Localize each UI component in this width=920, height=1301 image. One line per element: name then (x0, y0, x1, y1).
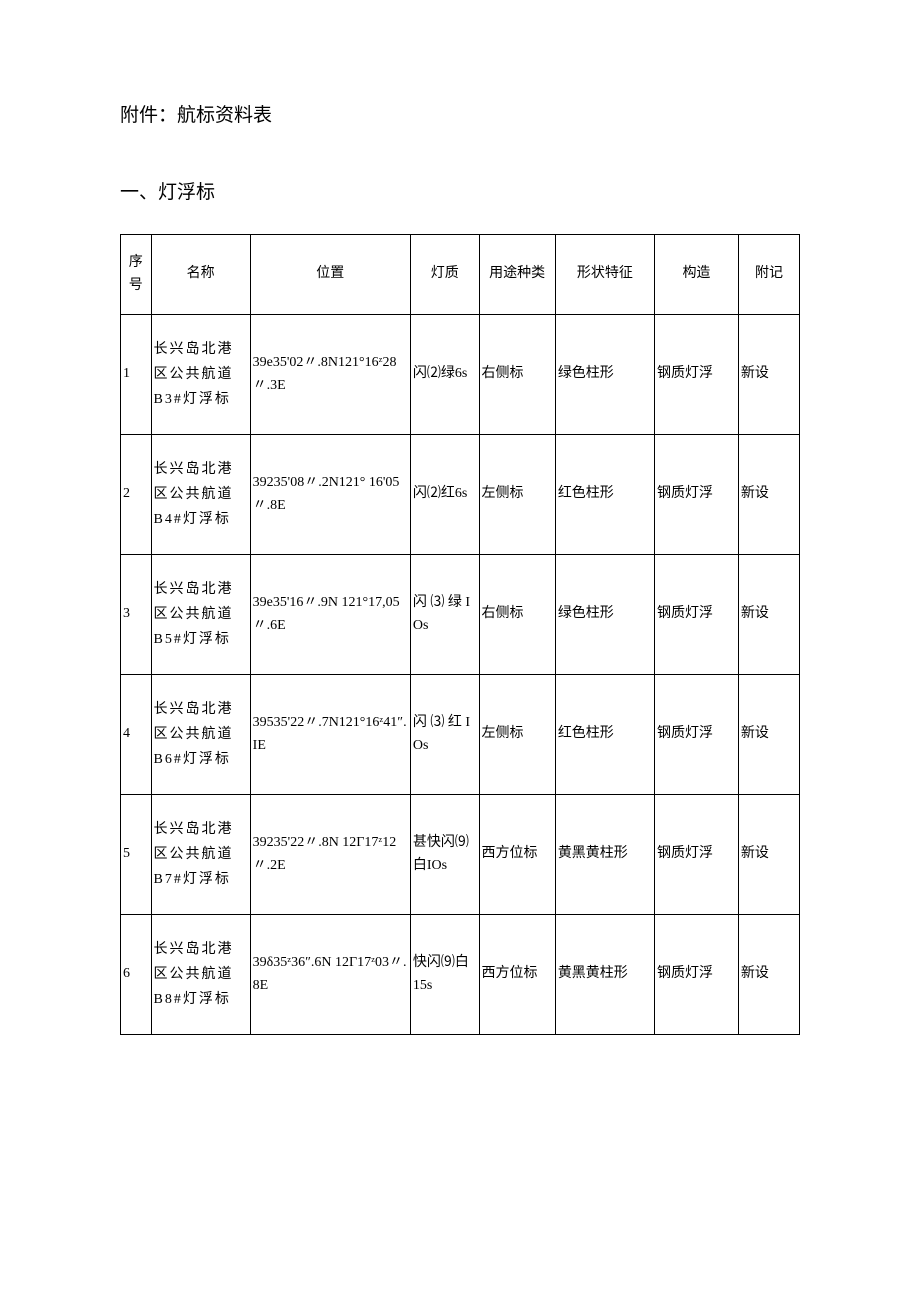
table-row: 1 长兴岛北港区公共航道 B3#灯浮标 39e35'02〃.8N121°16ᶻ2… (121, 315, 800, 435)
table-body: 1 长兴岛北港区公共航道 B3#灯浮标 39e35'02〃.8N121°16ᶻ2… (121, 315, 800, 1035)
cell-position: 39e35'16〃.9N 121°17,05〃.6E (250, 555, 410, 675)
table-header-row: 序号 名称 位置 灯质 用途种类 形状特征 构造 附记 (121, 235, 800, 315)
cell-structure: 钢质灯浮 (654, 795, 738, 915)
table-row: 2 长兴岛北港区公共航道 B4#灯浮标 39235'08〃.2N121° 16'… (121, 435, 800, 555)
cell-usage: 右侧标 (479, 315, 555, 435)
header-shape: 形状特征 (555, 235, 654, 315)
cell-note: 新设 (738, 435, 799, 555)
cell-position: 39e35'02〃.8N121°16ᶻ28〃.3E (250, 315, 410, 435)
header-usage: 用途种类 (479, 235, 555, 315)
header-name: 名称 (151, 235, 250, 315)
cell-position: 39δ35ᶻ36″.6N 12Γ17ᶻ03〃.8E (250, 915, 410, 1035)
cell-position: 39235'22〃.8N 12Γ17ᶻ12〃.2E (250, 795, 410, 915)
cell-seq: 6 (121, 915, 152, 1035)
cell-note: 新设 (738, 675, 799, 795)
header-note: 附记 (738, 235, 799, 315)
table-row: 3 长兴岛北港区公共航道 B5#灯浮标 39e35'16〃.9N 121°17,… (121, 555, 800, 675)
cell-note: 新设 (738, 915, 799, 1035)
cell-seq: 1 (121, 315, 152, 435)
cell-quality: 闪 ⑶ 红 IOs (410, 675, 479, 795)
cell-note: 新设 (738, 555, 799, 675)
cell-name: 长兴岛北港区公共航道 B7#灯浮标 (151, 795, 250, 915)
header-position: 位置 (250, 235, 410, 315)
table-row: 6 长兴岛北港区公共航道 B8#灯浮标 39δ35ᶻ36″.6N 12Γ17ᶻ0… (121, 915, 800, 1035)
cell-usage: 左侧标 (479, 675, 555, 795)
cell-structure: 钢质灯浮 (654, 555, 738, 675)
cell-quality: 闪⑵红6s (410, 435, 479, 555)
cell-usage: 右侧标 (479, 555, 555, 675)
cell-shape: 绿色柱形 (555, 555, 654, 675)
table-row: 5 长兴岛北港区公共航道 B7#灯浮标 39235'22〃.8N 12Γ17ᶻ1… (121, 795, 800, 915)
cell-name: 长兴岛北港区公共航道 B8#灯浮标 (151, 915, 250, 1035)
cell-quality: 闪 ⑶ 绿 IOs (410, 555, 479, 675)
cell-shape: 红色柱形 (555, 435, 654, 555)
cell-name: 长兴岛北港区公共航道 B6#灯浮标 (151, 675, 250, 795)
table-row: 4 长兴岛北港区公共航道 B6#灯浮标 39535'22〃.7N121°16ᶻ4… (121, 675, 800, 795)
cell-shape: 黄黑黄柱形 (555, 795, 654, 915)
document-title: 附件：航标资料表 (120, 100, 800, 127)
cell-name: 长兴岛北港区公共航道 B4#灯浮标 (151, 435, 250, 555)
cell-shape: 黄黑黄柱形 (555, 915, 654, 1035)
cell-structure: 钢质灯浮 (654, 915, 738, 1035)
title-prefix: 附件： (120, 105, 177, 126)
cell-usage: 西方位标 (479, 915, 555, 1035)
cell-seq: 5 (121, 795, 152, 915)
cell-seq: 4 (121, 675, 152, 795)
cell-structure: 钢质灯浮 (654, 435, 738, 555)
title-text: 航标资料表 (177, 105, 272, 126)
cell-shape: 绿色柱形 (555, 315, 654, 435)
cell-note: 新设 (738, 315, 799, 435)
header-seq: 序号 (121, 235, 152, 315)
cell-seq: 2 (121, 435, 152, 555)
cell-usage: 左侧标 (479, 435, 555, 555)
cell-quality: 快闪⑼白 15s (410, 915, 479, 1035)
cell-seq: 3 (121, 555, 152, 675)
cell-structure: 钢质灯浮 (654, 675, 738, 795)
header-structure: 构造 (654, 235, 738, 315)
cell-position: 39235'08〃.2N121° 16'05〃.8E (250, 435, 410, 555)
header-quality: 灯质 (410, 235, 479, 315)
cell-structure: 钢质灯浮 (654, 315, 738, 435)
buoy-data-table: 序号 名称 位置 灯质 用途种类 形状特征 构造 附记 1 长兴岛北港区公共航道… (120, 234, 800, 1035)
cell-note: 新设 (738, 795, 799, 915)
cell-position: 39535'22〃.7N121°16ᶻ41″.IE (250, 675, 410, 795)
cell-name: 长兴岛北港区公共航道 B5#灯浮标 (151, 555, 250, 675)
cell-quality: 甚快闪⑼白IOs (410, 795, 479, 915)
cell-name: 长兴岛北港区公共航道 B3#灯浮标 (151, 315, 250, 435)
cell-quality: 闪⑵绿6s (410, 315, 479, 435)
document-subtitle: 一、灯浮标 (120, 177, 800, 204)
cell-usage: 西方位标 (479, 795, 555, 915)
cell-shape: 红色柱形 (555, 675, 654, 795)
